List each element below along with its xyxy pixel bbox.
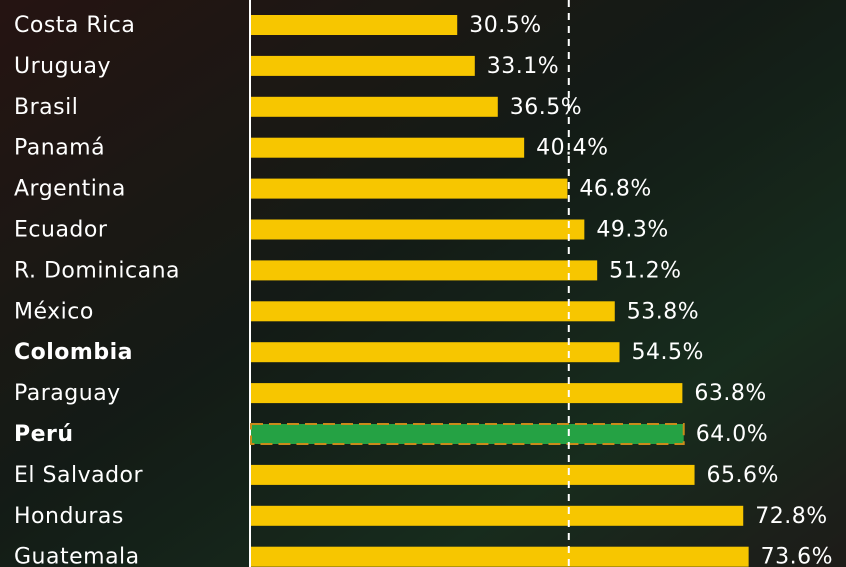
bar (251, 96, 498, 117)
bar (251, 546, 749, 567)
value-label: 46.8% (579, 177, 651, 202)
bar (251, 301, 615, 322)
value-label: 33.1% (487, 54, 559, 79)
category-label: Panamá (14, 136, 105, 161)
category-label: Ecuador (14, 218, 108, 243)
category-label: México (14, 299, 94, 324)
category-label: Paraguay (14, 381, 121, 406)
bar (251, 383, 683, 404)
value-label: 49.3% (596, 218, 668, 243)
value-label: 63.8% (694, 381, 766, 406)
category-label: Honduras (14, 504, 124, 529)
category-label: Guatemala (14, 545, 140, 567)
value-label: 53.8% (627, 299, 699, 324)
value-label: 72.8% (755, 504, 827, 529)
category-label: Uruguay (14, 54, 111, 79)
category-label: Argentina (14, 177, 126, 202)
bar (250, 423, 685, 445)
category-label: R. Dominicana (14, 258, 180, 283)
bar (251, 260, 598, 281)
value-label: 54.5% (631, 340, 703, 365)
bar (251, 15, 458, 35)
bar (251, 505, 744, 526)
value-label: 51.2% (609, 258, 681, 283)
bar (251, 219, 585, 240)
category-label: Colombia (14, 340, 133, 365)
bar (251, 342, 620, 363)
bar (251, 55, 475, 76)
category-label: El Salvador (14, 463, 143, 488)
bar (251, 178, 568, 199)
category-label: Costa Rica (14, 13, 135, 38)
value-label: 64.0% (696, 422, 768, 447)
bar (251, 137, 525, 158)
value-label: 30.5% (469, 13, 541, 38)
value-label: 73.6% (761, 545, 833, 567)
value-label: 40.4% (536, 136, 608, 161)
value-label: 36.5% (510, 95, 582, 120)
value-label: 65.6% (707, 463, 779, 488)
bar (251, 464, 695, 485)
category-label: Perú (14, 422, 74, 447)
category-label: Brasil (14, 95, 78, 120)
